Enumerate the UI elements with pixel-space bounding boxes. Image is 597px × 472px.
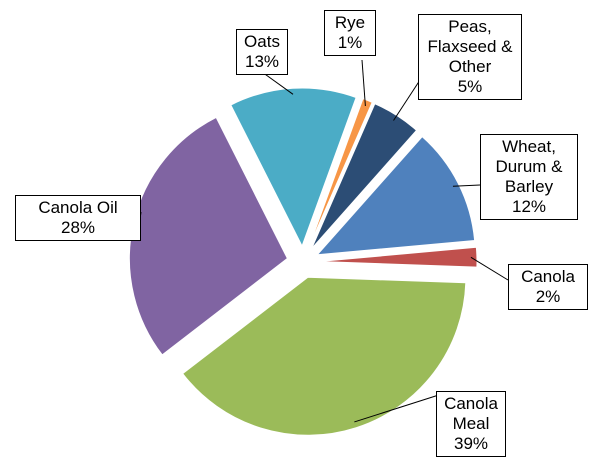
data-label: Oats 13%	[236, 29, 288, 75]
leader-line	[452, 184, 481, 187]
leader-line	[393, 79, 421, 121]
category-label: Canola Oil	[38, 198, 118, 217]
value-label: 1%	[337, 33, 363, 52]
leader-line	[354, 392, 446, 423]
data-label: Rye 1%	[324, 10, 376, 56]
data-label: Canola 2%	[508, 264, 588, 310]
data-label: Canola Meal 39%	[436, 391, 506, 457]
pie-slice	[182, 276, 467, 436]
category-label: Rye	[334, 13, 366, 32]
value-label: 12%	[511, 197, 547, 216]
pie-slice	[318, 246, 478, 268]
leader-line	[361, 59, 366, 107]
category-label: Oats	[244, 32, 280, 51]
value-label: 39%	[453, 434, 489, 453]
value-label: 5%	[457, 77, 483, 96]
data-label: Canola Oil 28%	[15, 195, 141, 241]
category-label: Peas, Flaxseed & Other	[427, 17, 513, 76]
value-label: 28%	[60, 218, 96, 237]
data-label: Peas, Flaxseed & Other 5%	[418, 14, 522, 100]
category-label: Wheat, Durum & Barley	[495, 137, 563, 196]
category-label: Canola Meal	[444, 394, 498, 433]
data-label: Wheat, Durum & Barley 12%	[480, 134, 578, 220]
value-label: 13%	[244, 52, 280, 71]
pie-slice	[230, 87, 357, 248]
leader-line	[261, 71, 294, 95]
category-label: Canola	[521, 267, 575, 286]
value-label: 2%	[535, 287, 561, 306]
pie-slice	[308, 98, 373, 248]
pie-slice	[316, 135, 476, 256]
leader-line	[470, 256, 509, 281]
